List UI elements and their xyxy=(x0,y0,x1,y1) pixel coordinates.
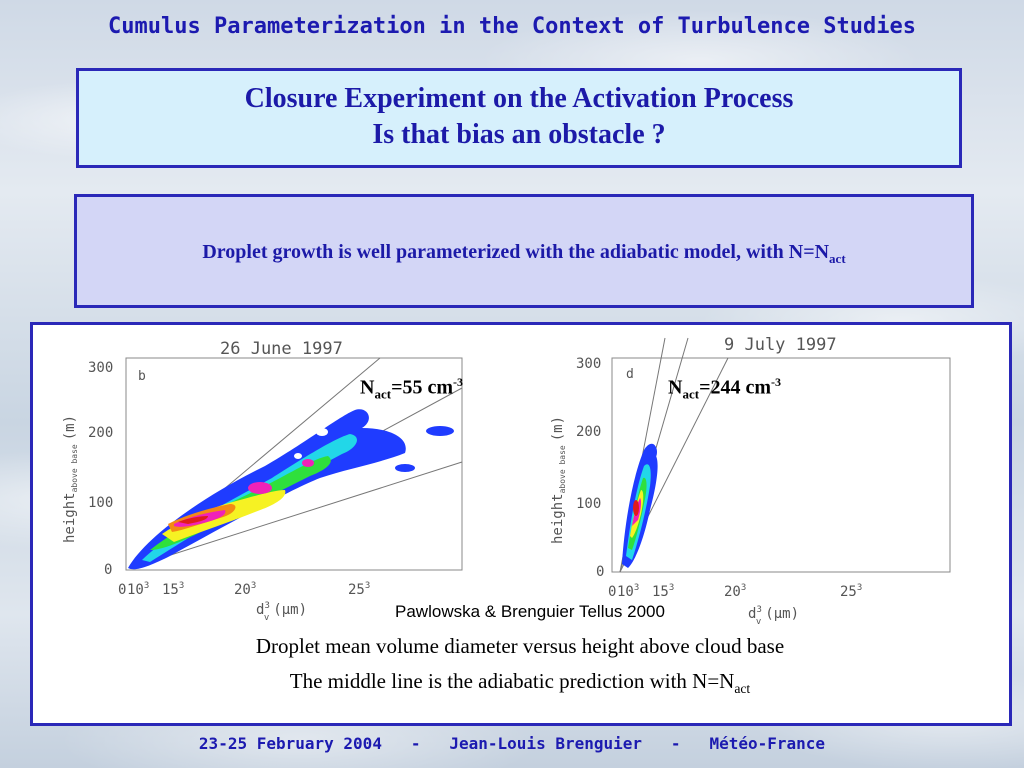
left-xtick-20: 203 xyxy=(234,581,256,598)
right-xlabel: d3 v (μm) xyxy=(748,605,799,627)
right-plot-frame xyxy=(611,357,951,573)
page-title: Cumulus Parameterization in the Context … xyxy=(108,14,916,39)
left-plot-date: 26 June 1997 xyxy=(220,339,343,359)
left-plot-panel: b xyxy=(138,369,146,384)
caption-line-1: Droplet mean volume diameter versus heig… xyxy=(255,634,785,658)
right-xtick-10: 103 xyxy=(617,583,639,600)
left-ytick-300: 300 xyxy=(88,360,113,376)
right-ylabel: heightabove base(m) xyxy=(550,416,567,544)
left-xlabel: d3 v (μm) xyxy=(256,601,307,623)
left-contour-plot xyxy=(128,409,454,570)
left-plot-frame xyxy=(125,357,463,571)
caption-line-2: The middle line is the adiabatic predict… xyxy=(289,669,751,697)
left-plot: 26 June 1997 b 300 200 100 0 heightabove… xyxy=(62,339,463,623)
svg-text:heightabove base(m): heightabove base(m) xyxy=(550,416,567,544)
claim-box: Droplet growth is well parameterized wit… xyxy=(74,194,974,308)
title-line-1: Closure Experiment on the Activation Pro… xyxy=(244,83,794,114)
left-xtick-25: 253 xyxy=(348,581,370,598)
title-line-2: Is that bias an obstacle ? xyxy=(372,119,666,150)
right-ytick-300: 300 xyxy=(576,356,601,372)
right-plot-panel: d xyxy=(626,367,634,382)
right-ytick-200: 200 xyxy=(576,424,601,440)
claim-text: Droplet growth is well parameterized wit… xyxy=(202,241,830,263)
left-xtick-10: 103 xyxy=(127,581,149,598)
right-xtick-25: 253 xyxy=(840,583,862,600)
left-xtick-15: 153 xyxy=(162,581,184,598)
left-ytick-0: 0 xyxy=(104,562,112,578)
right-xtick-0: 0 xyxy=(608,584,616,600)
right-ytick-100: 100 xyxy=(576,496,601,512)
left-ytick-100: 100 xyxy=(88,495,113,511)
footer: 23-25 February 2004 - Jean-Louis Brengui… xyxy=(198,734,826,753)
left-ylabel: heightabove base(m) xyxy=(62,415,79,543)
title-box: Closure Experiment on the Activation Pro… xyxy=(76,68,962,168)
left-ytick-200: 200 xyxy=(88,425,113,441)
right-xtick-20: 203 xyxy=(724,583,746,600)
right-nact-label: Nact=244 cm-3 xyxy=(668,375,781,402)
claim-subscript: act xyxy=(829,251,846,266)
left-nact-label: Nact=55 cm-3 xyxy=(360,375,463,402)
citation: Pawlowska & Brenguier Tellus 2000 xyxy=(395,602,665,621)
right-xtick-15: 153 xyxy=(652,583,674,600)
svg-text:heightabove base(m): heightabove base(m) xyxy=(62,415,79,543)
right-plot: 9 July 1997 d 300 200 100 0 heightabove … xyxy=(550,335,951,627)
right-contour-plot xyxy=(622,443,658,568)
right-plot-date: 9 July 1997 xyxy=(724,335,837,355)
left-xtick-0: 0 xyxy=(118,582,126,598)
right-ytick-0: 0 xyxy=(596,564,604,580)
